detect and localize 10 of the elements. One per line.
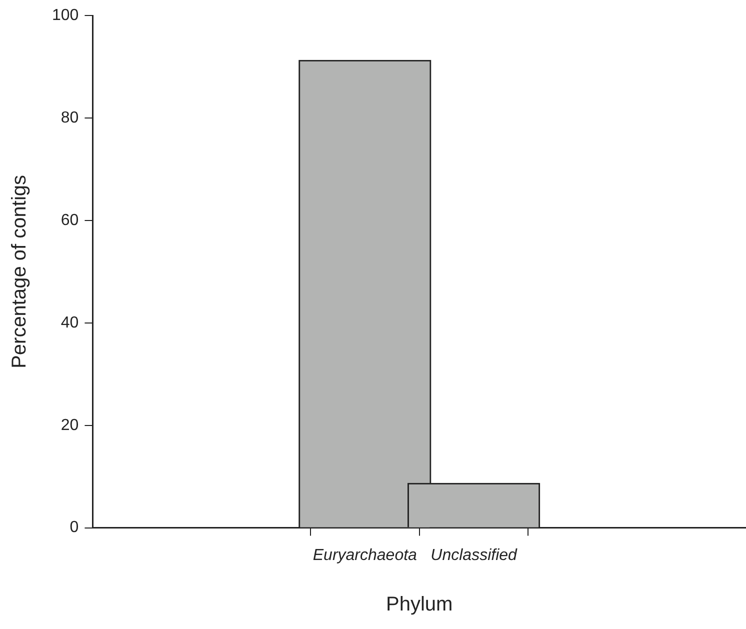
- y-tick-label: 60: [60, 212, 79, 229]
- x-tick-label: Unclassified: [430, 546, 518, 564]
- y-tick-label: 80: [60, 109, 79, 126]
- y-tick-label: 20: [60, 416, 79, 434]
- x-axis-title: Phylum: [386, 594, 453, 616]
- y-tick-label: 0: [70, 519, 79, 536]
- y-tick-label: 40: [60, 314, 79, 332]
- x-tick-label: Euryarchaeota: [312, 546, 418, 564]
- y-tick-label: 100: [52, 7, 79, 24]
- y-axis-title: Percentage of contigs: [8, 174, 31, 368]
